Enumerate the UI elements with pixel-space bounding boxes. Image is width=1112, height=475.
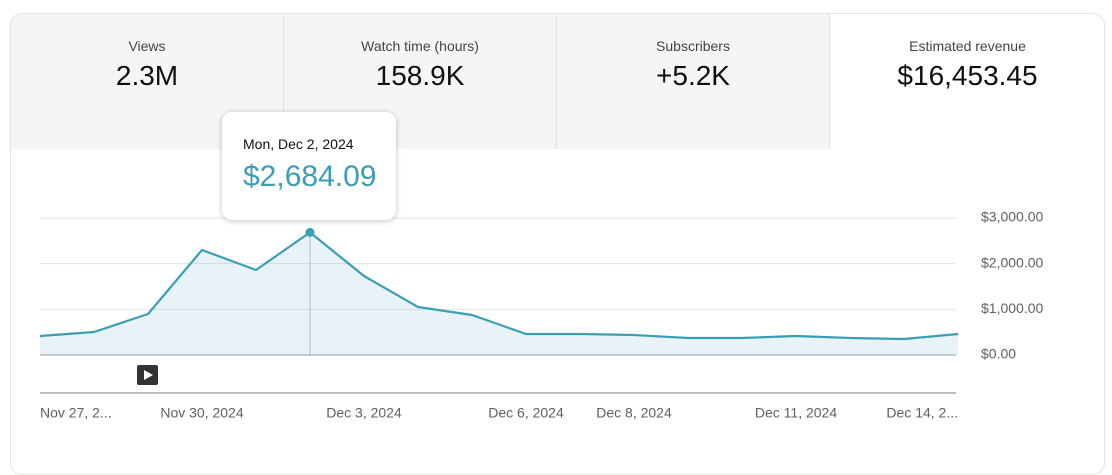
metric-label: Subscribers [656, 38, 730, 54]
y-tick-label: $2,000.00 [981, 254, 1043, 270]
metric-label: Views [128, 38, 166, 54]
y-tick-label: $3,000.00 [981, 209, 1043, 225]
tooltip-date: Mon, Dec 2, 2024 [243, 136, 354, 152]
x-tick-label: Nov 30, 2024 [160, 405, 243, 421]
metric-value: +5.2K [656, 60, 730, 91]
x-tick-label: Nov 27, 2... [40, 405, 112, 421]
x-tick-label: Dec 6, 2024 [488, 405, 564, 421]
metric-label: Watch time (hours) [361, 38, 479, 54]
x-tick-label: Dec 14, 2... [886, 405, 958, 421]
area [40, 232, 958, 355]
page: Views 2.3M Watch time (hours) 158.9K Subsc… [10, 13, 1105, 475]
analytics-panel: Views 2.3M Watch time (hours) 158.9K Subsc… [10, 13, 1105, 475]
metric-card[interactable]: Views 2.3M [11, 14, 284, 149]
x-tick-label: Dec 8, 2024 [596, 405, 672, 421]
metric-value: 2.3M [115, 60, 179, 91]
chart: $0.00 $1,000.00 $2,000.00 $3,000.00 Nov 27, … [39, 209, 1043, 421]
metric-value: 158.9K [375, 60, 465, 91]
y-tick-label: $0.00 [981, 346, 1016, 362]
metric-card[interactable]: Subscribers +5.2K [557, 14, 830, 149]
metric-value: $16,453.45 [897, 60, 1038, 91]
x-tick-label: Dec 11, 2024 [755, 405, 837, 421]
hover-point [305, 227, 315, 237]
play-icon[interactable] [137, 365, 158, 385]
tooltip: Mon, Dec 2, 2024 $2,684.09 [222, 112, 396, 220]
metric-label: Estimated revenue [909, 38, 1026, 54]
y-tick-label: $1,000.00 [981, 300, 1043, 316]
x-tick-label: Dec 3, 2024 [326, 405, 402, 421]
line [39, 231, 959, 341]
tooltip-value: $2,684.09 [243, 160, 377, 193]
play-triangle [144, 370, 153, 380]
metric-card[interactable]: Estimated revenue $16,453.45 [831, 14, 1104, 149]
